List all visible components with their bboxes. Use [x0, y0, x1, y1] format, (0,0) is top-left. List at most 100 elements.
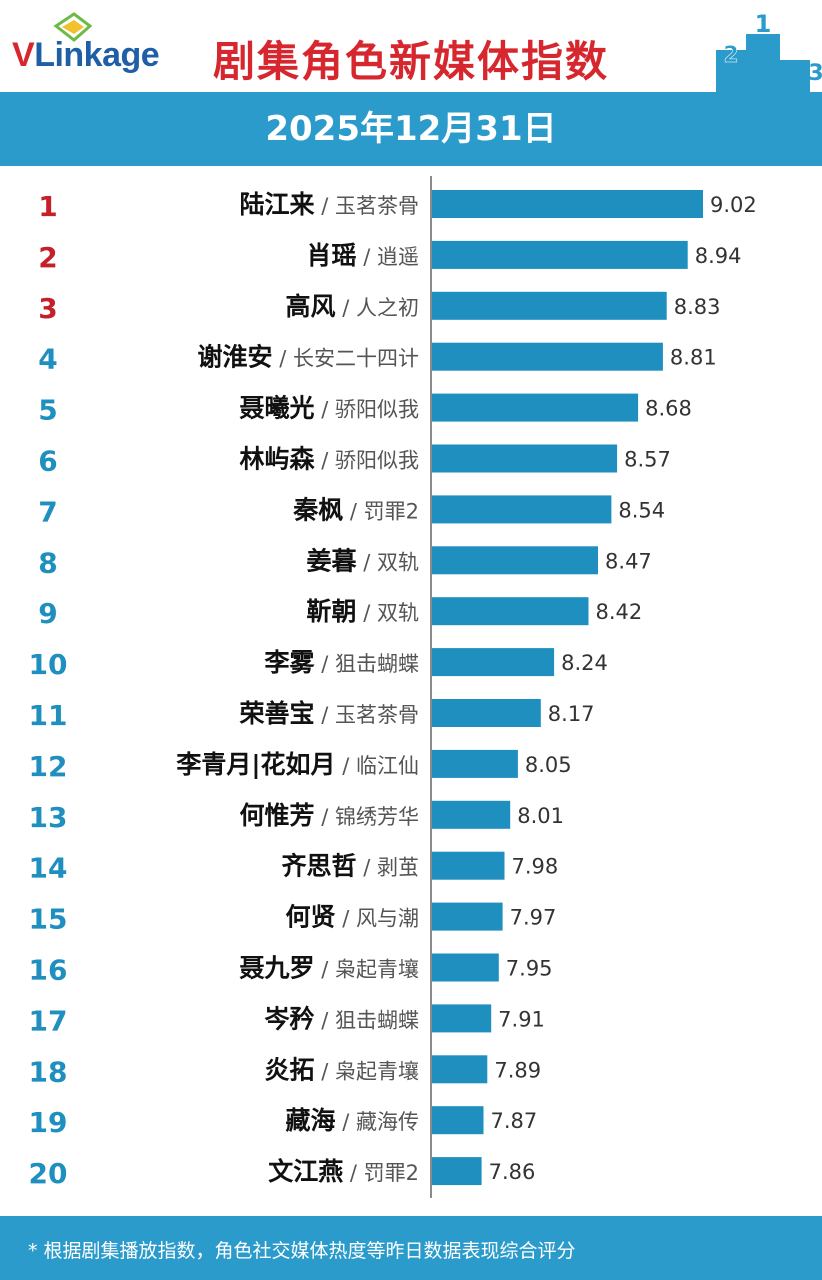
bar [432, 240, 688, 269]
page-title: 剧集角色新媒体指数 [212, 37, 609, 86]
bar [432, 1004, 492, 1033]
character-name: 聂曦光 [239, 394, 315, 423]
drama-name: / 枭起青壤 [315, 1059, 419, 1083]
value-label: 7.97 [510, 906, 557, 930]
drama-name: / 罚罪2 [343, 499, 419, 523]
ranking-chart: 1 陆江来 / 玉茗茶骨 9.02 2 肖瑶 / 逍遥 8.94 3 高风 / 人之初 8.83… [0, 166, 822, 1206]
bar [432, 1106, 484, 1135]
row-label: 何贤 / 风与潮 [286, 903, 419, 932]
rank-number: 7 [38, 495, 57, 528]
rank-number: 3 [38, 292, 57, 325]
rank-number: 15 [29, 903, 68, 936]
drama-name: / 藏海传 [336, 1110, 419, 1134]
character-name: 肖瑶 [307, 241, 357, 270]
logo: VLinkage [12, 36, 160, 75]
bar [432, 851, 505, 880]
value-label: 8.01 [517, 804, 564, 828]
row-label: 高风 / 人之初 [286, 292, 419, 321]
drama-name: / 逍遥 [357, 245, 419, 269]
character-name: 聂九罗 [239, 954, 315, 983]
row-label: 岑矜 / 狙击蝴蝶 [265, 1004, 419, 1033]
rank-number: 4 [38, 343, 57, 376]
drama-name: / 狙击蝴蝶 [315, 652, 419, 676]
drama-name: / 剥茧 [357, 856, 419, 880]
bar [432, 699, 541, 727]
row-label: 聂曦光 / 骄阳似我 [239, 394, 419, 423]
bar [432, 444, 618, 473]
row-label: 肖瑶 / 逍遥 [307, 241, 419, 270]
value-label: 8.94 [695, 244, 742, 268]
row-label: 秦枫 / 罚罪2 [292, 495, 419, 524]
row-label: 齐思哲 / 剥茧 [282, 852, 419, 881]
bar [432, 546, 598, 575]
drama-name: / 骄阳似我 [315, 398, 419, 422]
ranking-chart-svg: 1 陆江来 / 玉茗茶骨 9.02 2 肖瑶 / 逍遥 8.94 3 高风 / 人之初 8.83… [29, 176, 757, 1198]
drama-name: / 枭起青壤 [315, 958, 419, 982]
value-label: 7.91 [498, 1007, 545, 1031]
bar [432, 342, 663, 371]
rank-number: 10 [29, 648, 68, 681]
row-label: 聂九罗 / 枭起青壤 [239, 954, 419, 983]
rank-number: 14 [29, 852, 68, 885]
drama-name: / 玉茗茶骨 [315, 194, 419, 218]
rank-number: 20 [29, 1157, 68, 1190]
bar [432, 291, 667, 320]
bar [432, 1055, 488, 1084]
podium-label-2: 2 [723, 43, 738, 68]
podium-label-1: 1 [755, 14, 772, 38]
character-name: 李青月|花如月 [176, 750, 335, 779]
value-label: 8.47 [605, 549, 652, 573]
rank-number: 1 [38, 190, 57, 223]
row-label: 文江燕 / 罚罪2 [268, 1157, 419, 1186]
drama-name: / 双轨 [357, 601, 419, 625]
row-label: 姜暮 / 双轨 [307, 546, 419, 575]
row-label: 李雾 / 狙击蝴蝶 [265, 648, 419, 677]
character-name: 齐思哲 [282, 852, 357, 881]
character-name: 李雾 [265, 648, 316, 677]
footer: * 根据剧集播放指数，角色社交媒体热度等昨日数据表现综合评分 [0, 1216, 822, 1280]
drama-name: / 风与潮 [336, 907, 419, 931]
row-label: 谢淮安 / 长安二十四计 [198, 343, 419, 372]
bar [432, 393, 639, 422]
rank-number: 13 [29, 801, 68, 834]
bar [432, 953, 499, 982]
rank-number: 2 [38, 241, 57, 274]
character-name: 谢淮安 [198, 343, 273, 372]
drama-name: / 临江仙 [336, 754, 419, 778]
podium-label-3: 3 [808, 61, 822, 86]
rank-number: 19 [29, 1106, 68, 1139]
character-name: 何贤 [286, 903, 336, 932]
podium-icon: 2 1 3 [716, 14, 822, 92]
bar [432, 902, 503, 931]
rank-number: 18 [29, 1055, 68, 1088]
header: VLinkage 剧集角色新媒体指数 2 1 3 [0, 0, 822, 92]
character-name: 文江燕 [268, 1157, 343, 1186]
value-label: 8.54 [618, 498, 665, 522]
value-label: 8.17 [548, 702, 595, 726]
bar [432, 1157, 482, 1186]
bar [432, 597, 589, 626]
value-label: 7.89 [494, 1058, 541, 1082]
row-label: 炎拓 / 枭起青壤 [265, 1055, 419, 1084]
character-name: 岑矜 [265, 1004, 315, 1033]
drama-name: / 罚罪2 [343, 1161, 419, 1185]
drama-name: / 狙击蝴蝶 [315, 1008, 419, 1032]
value-label: 8.05 [525, 753, 572, 777]
rank-number: 16 [29, 954, 68, 987]
row-label: 陆江来 / 玉茗茶骨 [240, 190, 419, 219]
value-label: 8.42 [595, 600, 642, 624]
character-name: 藏海 [286, 1106, 336, 1135]
logo-letter-v: V [12, 36, 35, 74]
rank-number: 9 [38, 597, 57, 630]
rank-number: 5 [38, 394, 57, 427]
character-name: 靳朝 [307, 597, 357, 626]
value-label: 8.24 [561, 651, 608, 675]
row-label: 藏海 / 藏海传 [286, 1106, 419, 1135]
rank-number: 11 [29, 699, 68, 732]
row-label: 李青月|花如月 / 临江仙 [176, 750, 419, 779]
drama-name: / 长安二十四计 [273, 347, 419, 371]
character-name: 高风 [286, 292, 336, 321]
bar [432, 800, 511, 829]
row-label: 何惟芳 / 锦绣芳华 [240, 801, 419, 830]
rank-number: 17 [29, 1004, 68, 1037]
